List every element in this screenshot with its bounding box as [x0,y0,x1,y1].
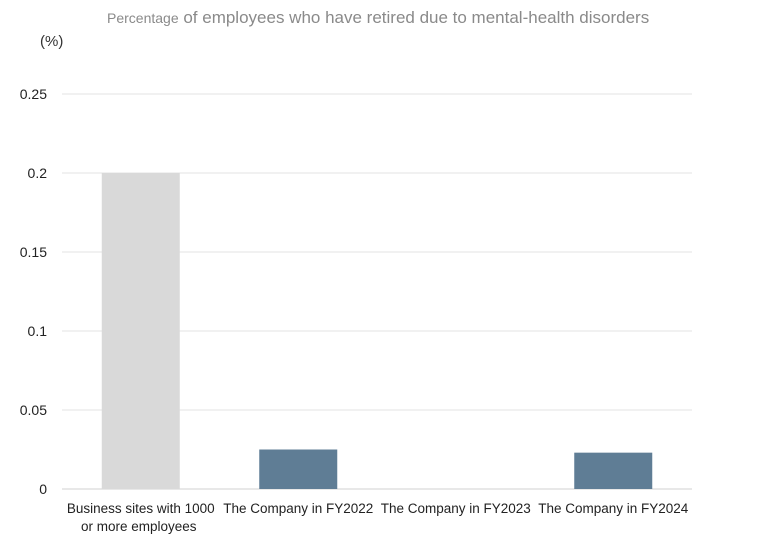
y-tick-label: 0.1 [28,323,48,339]
x-tick-label: The Company in FY2024 [538,501,689,516]
y-tick-label: 0 [39,481,47,497]
y-tick-label: 0.15 [20,244,47,260]
x-tick-label: The Company in FY2023 [381,501,531,516]
bar [574,452,653,489]
bar [101,173,180,489]
x-tick-label: or more employees [81,519,197,534]
x-tick-label: Business sites with 1000 [67,501,215,516]
x-tick-label: The Company in FY2022 [223,501,373,516]
y-tick-label: 0.2 [28,165,48,181]
bar [259,449,338,489]
y-unit-label: (%) [40,33,64,50]
y-tick-label: 0.05 [20,402,47,418]
y-tick-label: 0.25 [20,86,47,102]
chart-title: Percentage of employees who have retired… [107,8,649,28]
title-prefix: Percentage [107,10,179,26]
title-rest: of employees who have retired due to men… [178,8,650,27]
